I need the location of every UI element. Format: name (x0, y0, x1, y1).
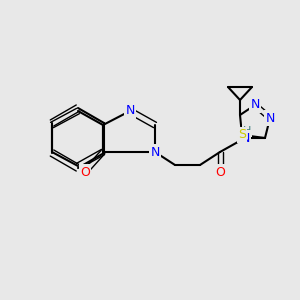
Text: N: N (150, 146, 160, 158)
Text: S: S (238, 128, 246, 142)
Text: O: O (215, 166, 225, 178)
Text: N: N (265, 112, 275, 124)
Text: H: H (243, 126, 251, 136)
Text: O: O (80, 166, 90, 178)
Text: N: N (125, 104, 135, 118)
Text: N: N (250, 98, 260, 112)
Text: N: N (240, 131, 250, 145)
